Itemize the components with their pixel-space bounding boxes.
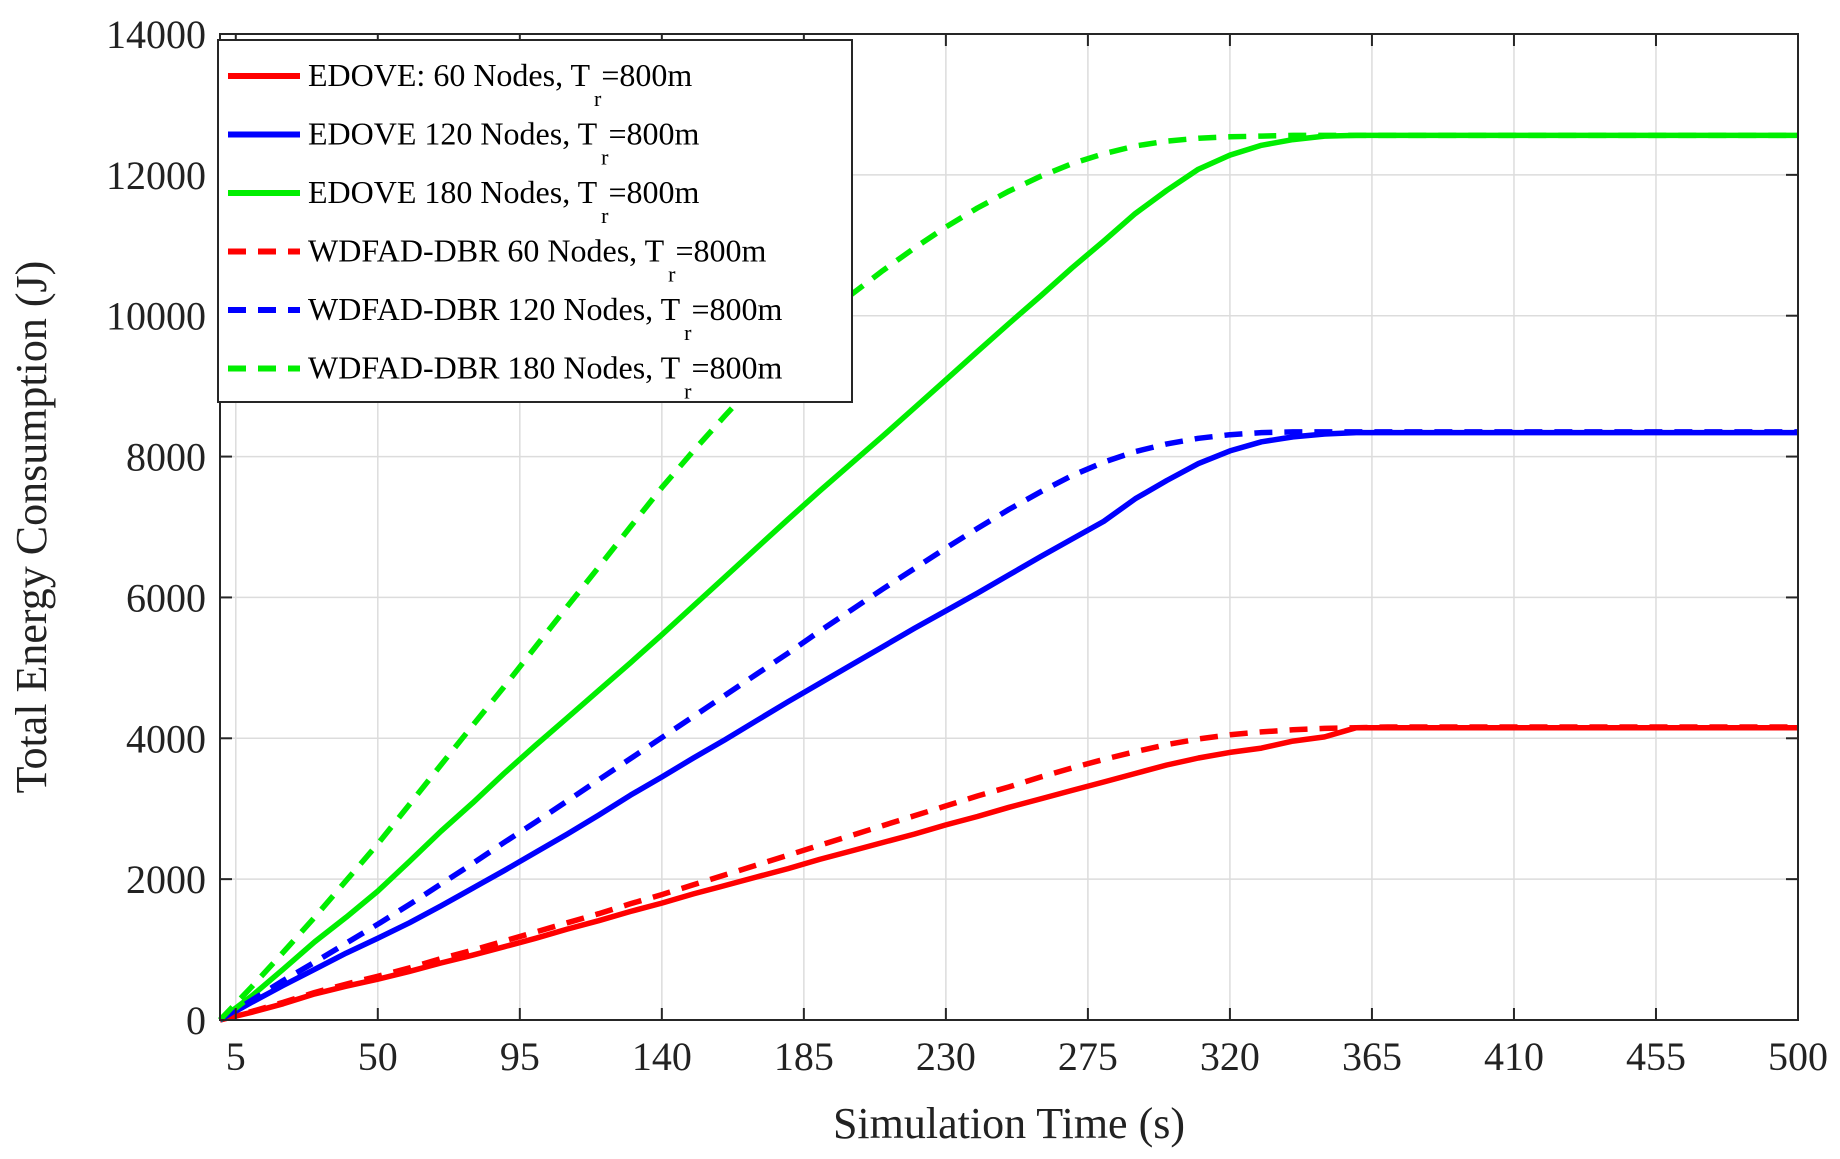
x-tick-label: 500	[1768, 1034, 1828, 1079]
legend-label-6: WDFAD-DBR 180 Nodes, Tr=800m	[308, 350, 783, 404]
series-line-3	[218, 132, 1798, 1023]
x-tick-label: 5	[226, 1034, 246, 1079]
x-tick-label: 95	[500, 1034, 540, 1079]
y-tick-label: 6000	[126, 575, 206, 620]
x-tick-label: 365	[1342, 1034, 1402, 1079]
series-line-4	[219, 724, 1798, 1023]
series-line-5	[218, 429, 1798, 1023]
series-line-6	[218, 132, 1798, 1022]
legend-label-3: EDOVE 180 Nodes, Tr=800m	[308, 174, 700, 228]
series-lines	[218, 132, 1798, 1023]
y-tick-label: 12000	[106, 153, 206, 198]
legend-label-1: EDOVE: 60 Nodes, Tr=800m	[308, 57, 692, 111]
legend-box	[217, 39, 853, 403]
x-tick-label: 410	[1484, 1034, 1544, 1079]
x-tick-label: 455	[1626, 1034, 1686, 1079]
x-tick-label: 230	[916, 1034, 976, 1079]
series-line-2	[218, 429, 1798, 1023]
series-line-1	[219, 724, 1798, 1023]
x-tick-label: 140	[632, 1034, 692, 1079]
legend-label-5: WDFAD-DBR 120 Nodes, Tr=800m	[308, 291, 783, 345]
y-tick-label: 0	[186, 998, 206, 1043]
x-tick-label: 275	[1058, 1034, 1118, 1079]
x-tick-label: 185	[774, 1034, 834, 1079]
x-tick-label: 320	[1200, 1034, 1260, 1079]
x-axis-label: Simulation Time (s)	[833, 1099, 1185, 1148]
x-tick-label: 50	[358, 1034, 398, 1079]
legend-label-2: EDOVE 120 Nodes, Tr=800m	[308, 116, 700, 170]
y-axis-label: Total Energy Consumption (J)	[7, 261, 56, 794]
tick-labels: 5 50 95 140 185 230 275 320 365 410 455 500 0 2000 400…	[106, 12, 1828, 1079]
y-tick-label: 8000	[126, 435, 206, 480]
y-tick-label: 4000	[126, 716, 206, 761]
axes-frame	[219, 33, 1799, 1021]
legend-label-4: WDFAD-DBR 60 Nodes, Tr=800m	[308, 233, 767, 287]
y-tick-label: 14000	[106, 12, 206, 57]
y-tick-label: 2000	[126, 857, 206, 902]
y-tick-label: 10000	[106, 294, 206, 339]
